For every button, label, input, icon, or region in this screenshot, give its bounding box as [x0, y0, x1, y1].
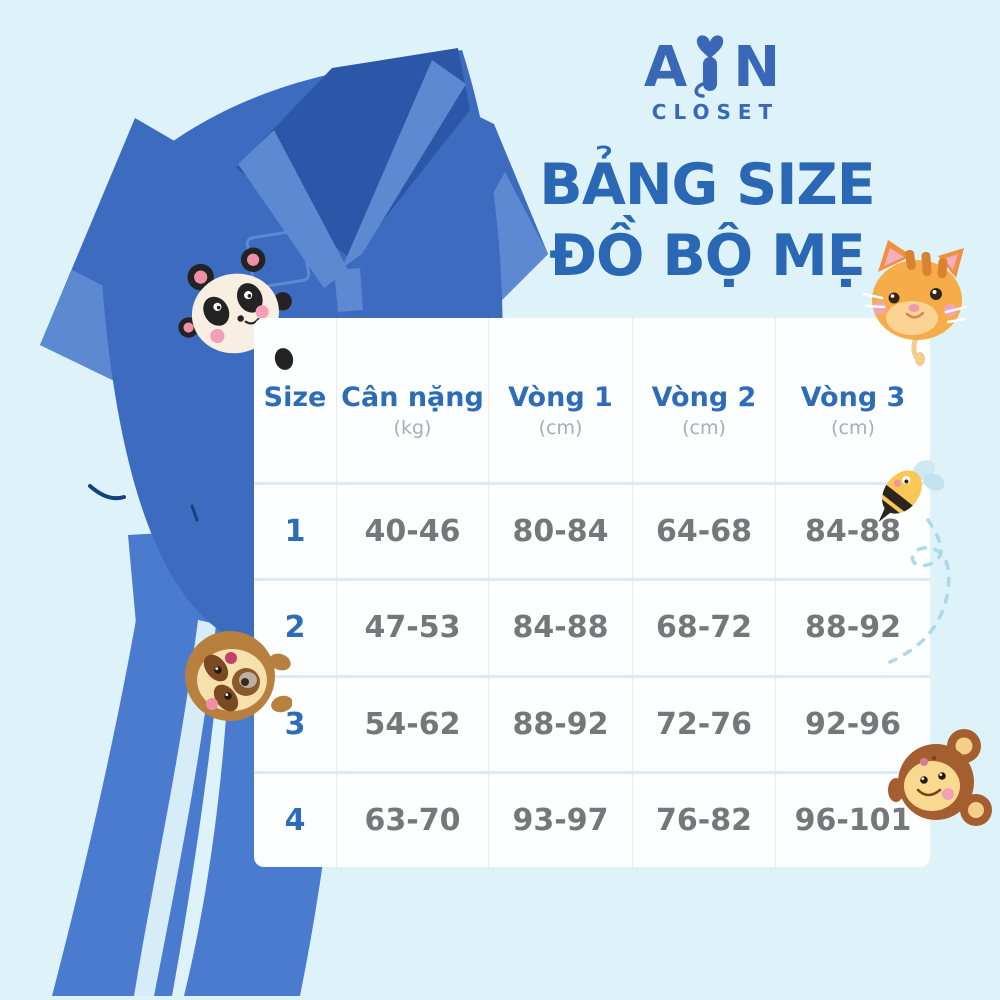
cat-icon	[862, 240, 968, 366]
size-table: Size Cân nặng (kg) Vòng 1 (cm) Vòng 2 (c…	[254, 318, 930, 867]
table-cell: 47-53	[336, 578, 488, 675]
column-label: Size	[263, 382, 327, 413]
table-cell: 40-46	[336, 482, 488, 579]
table-cell: 4	[254, 770, 336, 867]
brand-subtitle: CLOSET	[651, 100, 780, 124]
table-cell: 88-92	[488, 674, 632, 771]
table-cell: 88-92	[775, 578, 930, 675]
sloth-icon	[185, 631, 292, 721]
table-cell: 72-76	[632, 674, 775, 771]
title-line-1: BẢNG SIZE	[539, 152, 875, 218]
column-header-round2: Vòng 2 (cm)	[632, 318, 775, 482]
safety-pin-icon	[694, 35, 724, 98]
column-unit: (cm)	[682, 417, 726, 439]
table-cell: 54-62	[336, 674, 488, 771]
column-label: Vòng 1	[508, 382, 613, 413]
table-cell: 63-70	[336, 770, 488, 867]
column-label: Cân nặng	[341, 382, 484, 413]
column-header-weight: Cân nặng (kg)	[336, 318, 488, 482]
table-cell: 84-88	[488, 578, 632, 675]
table-cell: 93-97	[488, 770, 632, 867]
column-header-round3: Vòng 3 (cm)	[775, 318, 930, 482]
table-cell: 84-88	[775, 482, 930, 579]
table-cell: 80-84	[488, 482, 632, 579]
column-header-size: Size	[254, 318, 336, 482]
title-line-2: ĐỒ BỘ MẸ	[549, 223, 865, 289]
table-cell: 1	[254, 482, 336, 578]
monkey-icon	[888, 729, 992, 826]
table-cell: 92-96	[775, 674, 930, 771]
brand-letter-n: N	[733, 35, 781, 100]
table-cell: 68-72	[632, 578, 775, 675]
poster-title: BẢNG SIZE ĐỒ BỘ MẸ	[512, 150, 902, 292]
column-header-round1: Vòng 1 (cm)	[488, 318, 632, 482]
table-cell: 96-101	[775, 770, 930, 867]
table-cell: 76-82	[632, 770, 775, 867]
column-unit: (kg)	[393, 417, 432, 439]
bee-trail	[888, 518, 951, 664]
column-unit: (cm)	[538, 417, 583, 439]
table-cell: 2	[254, 578, 336, 674]
panda-paw-icon	[274, 348, 294, 370]
bee-icon	[873, 460, 944, 522]
table-cell: 3	[254, 674, 336, 771]
column-label: Vòng 3	[800, 382, 906, 413]
column-unit: (cm)	[831, 417, 875, 439]
brand-logo: A N CLOSET	[612, 30, 812, 124]
column-label: Vòng 2	[651, 382, 757, 413]
table-cell: 64-68	[632, 482, 775, 579]
brand-letter-a: A	[643, 35, 688, 100]
